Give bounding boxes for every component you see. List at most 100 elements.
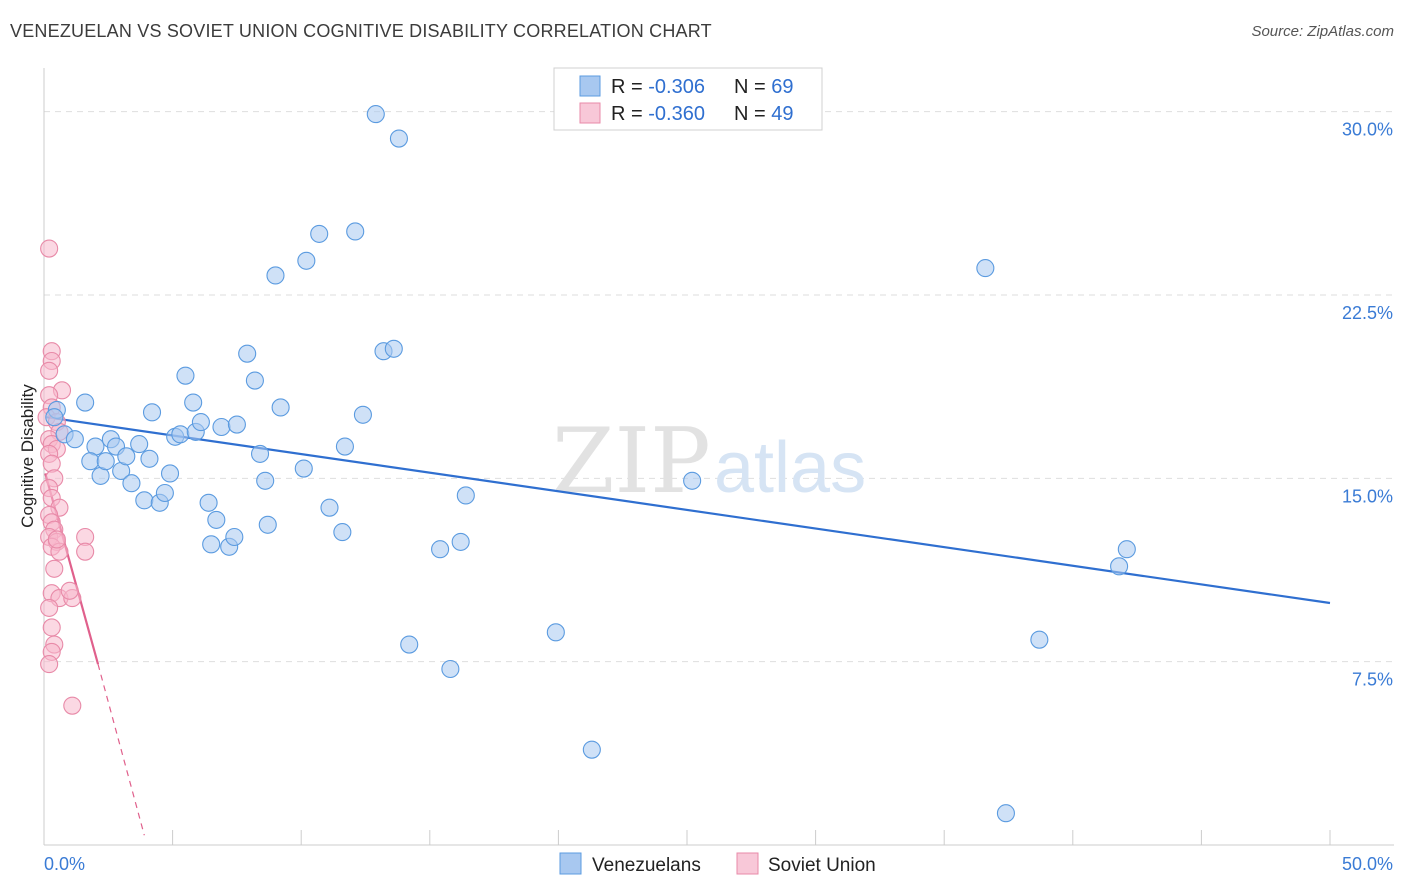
venezuelan-point xyxy=(135,491,154,510)
venezuelan-point xyxy=(130,435,149,454)
venezuelan-point xyxy=(1110,557,1129,576)
y-axis-title: Cognitive Disability xyxy=(18,384,37,528)
series-soviet-union xyxy=(37,239,95,715)
soviet-union-point xyxy=(47,530,66,549)
source-label: Source: ZipAtlas.com xyxy=(1251,23,1394,40)
gridlines xyxy=(44,111,1394,663)
legend-r-label: R = xyxy=(611,103,648,125)
legend-swatch-soviet-union xyxy=(579,102,601,124)
bottom-legend-swatch-venezuelans xyxy=(559,852,582,875)
legend-r-value: -0.360 xyxy=(648,103,705,125)
soviet-union-point xyxy=(60,581,79,600)
legend-r-label: R = xyxy=(611,76,648,98)
venezuelan-point xyxy=(76,393,95,412)
y-tick-label: 22.5% xyxy=(1342,303,1393,323)
venezuelan-point xyxy=(184,393,203,412)
venezuelan-point xyxy=(176,366,195,385)
venezuelan-point xyxy=(297,251,316,270)
venezuelan-point xyxy=(441,659,460,679)
watermark-zip: ZIP xyxy=(552,409,711,514)
soviet-union-point xyxy=(76,542,95,561)
venezuelan-point xyxy=(212,417,231,437)
venezuelan-point xyxy=(245,371,264,390)
y-tick-label: 7.5% xyxy=(1352,670,1393,690)
soviet-union-point xyxy=(45,559,64,578)
venezuelan-point xyxy=(227,415,246,434)
venezuelan-point xyxy=(353,405,372,424)
legend-n-label: N = xyxy=(734,76,771,98)
venezuelan-point xyxy=(155,483,174,503)
venezuelan-point xyxy=(546,623,565,642)
bottom-legend: Venezuelans Soviet Union xyxy=(559,852,876,876)
venezuelan-point xyxy=(142,403,162,422)
venezuelan-point xyxy=(582,740,601,759)
chart-title: VENEZUELAN VS SOVIET UNION COGNITIVE DIS… xyxy=(10,21,712,41)
venezuelan-point xyxy=(1030,630,1049,649)
watermark: ZIP atlas xyxy=(552,409,866,514)
venezuelan-point xyxy=(81,452,100,471)
series-venezuelans xyxy=(45,105,1136,823)
svg-text:N = 49: N = 49 xyxy=(734,103,794,125)
venezuelan-point xyxy=(225,527,244,547)
svg-text:R = -0.360: R = -0.360 xyxy=(611,103,705,125)
legend-n-value: 49 xyxy=(771,103,793,125)
venezuelan-point xyxy=(366,105,385,124)
legend-swatch-venezuelans xyxy=(579,75,601,97)
venezuelan-point xyxy=(96,452,115,471)
venezuelan-point xyxy=(65,430,84,449)
venezuelan-point xyxy=(160,464,180,483)
venezuelan-point xyxy=(199,493,218,512)
venezuelan-point xyxy=(191,413,210,432)
venezuelan-point xyxy=(122,474,141,493)
venezuelan-point xyxy=(45,408,64,427)
bottom-legend-swatch-soviet-union xyxy=(736,852,759,875)
bottom-legend-label-venezuelans: Venezuelans xyxy=(592,855,701,876)
venezuelan-point xyxy=(456,486,475,505)
legend-n-label: N = xyxy=(734,103,771,125)
venezuelan-point xyxy=(266,266,285,285)
soviet-union-point xyxy=(42,454,61,473)
y-tick-labels: 7.5% 15.0% 22.5% 30.0% xyxy=(1342,120,1393,690)
venezuelan-point xyxy=(238,344,257,363)
venezuelan-point xyxy=(451,532,470,551)
venezuelan-point xyxy=(346,222,365,241)
venezuelan-point xyxy=(202,535,221,554)
venezuelan-point xyxy=(1117,540,1136,559)
y-tick-label: 15.0% xyxy=(1342,486,1393,506)
svg-text:N = 69: N = 69 xyxy=(734,76,794,98)
venezuelan-point xyxy=(335,437,354,456)
soviet-union-point xyxy=(40,239,59,258)
venezuelan-point xyxy=(258,515,277,534)
watermark-atlas: atlas xyxy=(714,428,866,508)
soviet-union-point xyxy=(40,361,59,380)
venezuelan-point xyxy=(320,498,339,517)
data-points xyxy=(37,105,1136,823)
venezuelan-point xyxy=(976,259,995,278)
soviet-union-trendline-extension xyxy=(97,663,145,836)
venezuelan-point xyxy=(310,224,329,243)
legend-box: R = -0.306 N = 69 R = -0.360 N = 49 xyxy=(553,67,823,131)
soviet-union-point xyxy=(42,618,61,637)
venezuelan-point xyxy=(256,471,275,490)
venezuelan-point xyxy=(250,444,270,463)
soviet-union-point xyxy=(63,696,82,715)
venezuelan-point xyxy=(294,459,313,478)
venezuelan-point xyxy=(271,398,290,417)
venezuelan-point xyxy=(384,339,403,358)
venezuelan-point xyxy=(333,523,352,542)
legend-r-value: -0.306 xyxy=(648,76,705,98)
venezuelan-point xyxy=(996,804,1015,823)
y-tick-label: 30.0% xyxy=(1342,120,1393,140)
venezuelan-point xyxy=(400,635,419,654)
svg-text:R = -0.306: R = -0.306 xyxy=(611,76,705,98)
venezuelan-point xyxy=(389,129,408,148)
x-tick-label: 0.0% xyxy=(44,854,85,874)
venezuelan-point xyxy=(431,540,450,559)
x-tick-labels: 0.0% 50.0% xyxy=(44,854,1393,874)
venezuelan-point xyxy=(683,471,702,490)
venezuelan-point xyxy=(171,425,190,444)
bottom-legend-label-soviet-union: Soviet Union xyxy=(768,855,876,876)
venezuelan-point xyxy=(117,447,136,466)
venezuelan-point xyxy=(140,449,159,468)
